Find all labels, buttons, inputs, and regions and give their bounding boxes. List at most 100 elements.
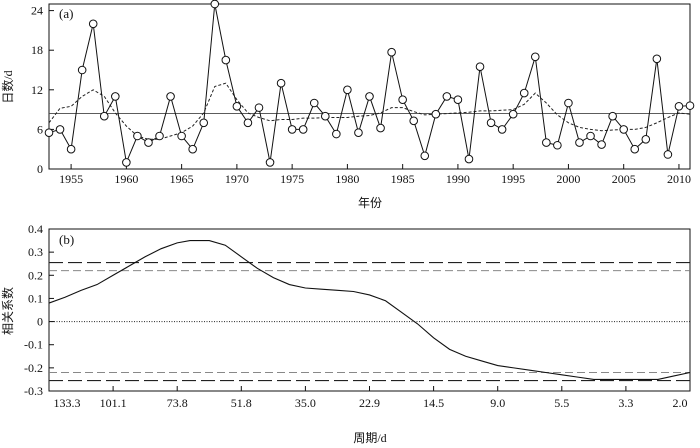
panel-a-ytick-label: 18 bbox=[31, 43, 43, 57]
panel-b-ytick-label: 0 bbox=[37, 315, 43, 329]
panel-a-xtick-label: 1990 bbox=[446, 172, 470, 186]
panel-a-point bbox=[298, 125, 308, 134]
panel-a-point bbox=[553, 140, 562, 150]
panel-a-ytick-label: 0 bbox=[37, 162, 43, 176]
panel-a-point bbox=[309, 98, 319, 108]
panel-a-point bbox=[122, 158, 131, 167]
panel-a: 0 6 12 18 24 1955 1960 1965 1970 1975 1980 1985 1990… bbox=[0, 0, 695, 210]
panel-a-point bbox=[542, 138, 551, 147]
panel-a-point bbox=[144, 138, 153, 147]
panel-a-point bbox=[276, 78, 286, 88]
panel-b-ytick-label: 0.3 bbox=[28, 245, 43, 259]
panel-b-ytick-label: -0.2 bbox=[24, 361, 43, 375]
panel-a-point bbox=[475, 62, 485, 71]
panel-a-point bbox=[232, 102, 242, 111]
panel-a-point bbox=[88, 19, 98, 29]
panel-a-point bbox=[641, 135, 651, 144]
panel-a-smooth-line bbox=[48, 82, 691, 140]
panel-b-xtick-label: 5.5 bbox=[554, 396, 569, 410]
panel-b-label: (b) bbox=[59, 232, 74, 247]
panel-b-xtick-label: 3.3 bbox=[618, 396, 633, 410]
panel-a-point bbox=[188, 144, 197, 154]
panel-a-point bbox=[210, 0, 220, 9]
panel-a-point bbox=[66, 144, 76, 154]
panel-a-ytick-label: 24 bbox=[31, 4, 43, 18]
panel-b-series-line bbox=[48, 240, 691, 380]
panel-a-xtick-label: 1985 bbox=[391, 172, 415, 186]
panel-b-xtick-label: 73.8 bbox=[167, 396, 188, 410]
panel-a-point bbox=[166, 92, 175, 101]
panel-a-point bbox=[619, 125, 628, 134]
panel-a-point bbox=[497, 125, 507, 134]
panel-a-point bbox=[530, 52, 540, 62]
panel-a-xtick-label: 1965 bbox=[170, 172, 194, 186]
panel-a-point bbox=[387, 47, 396, 57]
panel-a-point bbox=[674, 102, 684, 111]
panel-a-label: (a) bbox=[59, 6, 73, 21]
panel-a-point bbox=[608, 111, 617, 121]
panel-a-point bbox=[409, 116, 419, 126]
panel-b-xtick-label: 35.0 bbox=[295, 396, 316, 410]
panel-a-point bbox=[597, 140, 606, 149]
panel-b-frame bbox=[48, 228, 691, 392]
panel-a-point bbox=[376, 123, 385, 133]
panel-a-point bbox=[287, 125, 297, 134]
panel-a-point bbox=[365, 92, 374, 101]
panel-a-point bbox=[111, 92, 120, 101]
panel-b-xtick-label: 14.5 bbox=[423, 396, 444, 410]
panel-a-point bbox=[420, 151, 430, 161]
panel-b-xtick-label: 9.0 bbox=[490, 396, 505, 410]
panel-a-point bbox=[586, 131, 595, 141]
panel-a-xtick-label: 2000 bbox=[556, 172, 580, 186]
panel-a-point bbox=[486, 118, 496, 128]
panel-b-xtick-label: 51.8 bbox=[231, 396, 252, 410]
panel-a-point bbox=[519, 88, 529, 98]
panel-a-point bbox=[99, 111, 109, 121]
panel-a-point bbox=[343, 85, 352, 95]
panel-a-point bbox=[508, 109, 518, 119]
panel-a-ytick-label: 6 bbox=[37, 122, 43, 136]
panel-a-point bbox=[243, 118, 253, 128]
panel-a-point bbox=[564, 98, 573, 108]
panel-a-xlabel: 年份 bbox=[358, 196, 382, 210]
panel-a-point bbox=[453, 95, 463, 104]
panel-a-point bbox=[354, 128, 363, 137]
panel-b-ytick-label: -0.1 bbox=[24, 338, 43, 352]
panel-b-ytick-label: 0.2 bbox=[28, 268, 43, 282]
panel-a-point bbox=[55, 125, 65, 134]
panel-a-point bbox=[630, 144, 640, 154]
panel-b-ylabel: 相关系数 bbox=[0, 287, 15, 335]
panel-a-point bbox=[575, 138, 584, 147]
panel-a-point bbox=[320, 111, 330, 121]
panel-a-point bbox=[431, 109, 441, 119]
panel-a-xtick-label: 1980 bbox=[335, 172, 359, 186]
panel-a-xtick-label: 1955 bbox=[59, 172, 83, 186]
panel-a-point bbox=[442, 92, 452, 101]
panel-a-point bbox=[199, 118, 209, 128]
panel-b-ytick-label: 0.1 bbox=[28, 291, 43, 305]
panel-a-ylabel: 日数/d bbox=[0, 70, 15, 103]
panel-a-point bbox=[464, 154, 474, 164]
panel-a-point bbox=[254, 103, 264, 112]
panel-a-xtick-label: 2005 bbox=[612, 172, 636, 186]
panel-a-point bbox=[155, 131, 164, 141]
panel-b-xtick-label: 133.3 bbox=[54, 396, 81, 410]
panel-a-xtick-label: 1960 bbox=[114, 172, 138, 186]
panel-a-ytick-label: 12 bbox=[31, 83, 43, 97]
panel-a-xtick-label: 1995 bbox=[501, 172, 525, 186]
panel-b-ytick-label: -0.3 bbox=[24, 384, 43, 398]
panel-b-xtick-label: 2.0 bbox=[673, 396, 688, 410]
panel-a-xtick-label: 1970 bbox=[225, 172, 249, 186]
panel-a-point bbox=[44, 128, 54, 137]
panel-b-ytick-label: 0.4 bbox=[28, 222, 43, 236]
panel-b-xtick-label: 22.9 bbox=[359, 396, 380, 410]
panel-b: -0.3 -0.2 -0.1 0 0.1 0.2 0.3 0.4 133.3 101.1 73.8 5… bbox=[0, 222, 691, 445]
panel-a-point bbox=[77, 65, 87, 75]
panel-a-xtick-label: 2010 bbox=[667, 172, 691, 186]
panel-a-point bbox=[177, 131, 186, 141]
panel-a-point bbox=[265, 158, 275, 167]
panel-a-point bbox=[398, 95, 407, 104]
panel-a-point bbox=[663, 150, 673, 159]
panel-a-point bbox=[133, 131, 142, 141]
